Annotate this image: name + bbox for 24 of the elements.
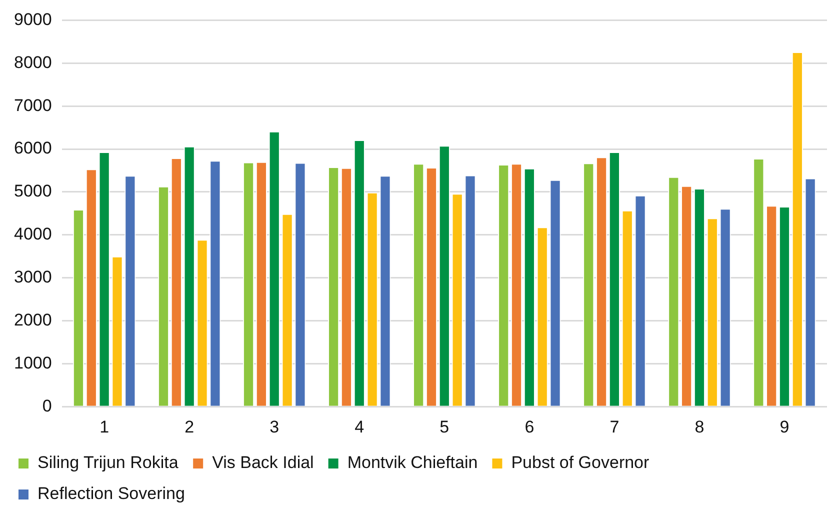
y-tick-label: 6000 bbox=[14, 138, 52, 158]
legend-label: Montvik Chieftain bbox=[347, 453, 478, 472]
y-tick-label: 2000 bbox=[14, 310, 52, 330]
x-tick-label: 2 bbox=[184, 417, 194, 436]
y-tick-label: 1000 bbox=[14, 353, 52, 372]
x-tick-label: 7 bbox=[610, 417, 620, 436]
y-tick-label: 5000 bbox=[14, 182, 52, 201]
legend-label: Siling Trijun Rokita bbox=[38, 453, 179, 472]
x-tick-label: 9 bbox=[780, 417, 790, 436]
y-tick-label: 0 bbox=[42, 396, 52, 416]
x-tick-label: 3 bbox=[270, 417, 280, 436]
x-tick-label: 5 bbox=[440, 417, 450, 436]
x-tick-label: 8 bbox=[694, 417, 704, 436]
y-tick-label: 7000 bbox=[14, 96, 52, 115]
x-tick-label: 1 bbox=[100, 417, 110, 436]
y-tick-label: 8000 bbox=[14, 52, 52, 72]
legend-label: Reflection Sovering bbox=[38, 484, 185, 504]
y-tick-label: 9000 bbox=[14, 10, 52, 29]
legend-label: Vis Back Idial bbox=[212, 453, 314, 472]
y-tick-label: 3000 bbox=[14, 267, 52, 286]
x-tick-label: 4 bbox=[354, 417, 364, 436]
x-tick-label: 6 bbox=[524, 417, 534, 436]
legend-label: Pubst of Governor bbox=[511, 453, 650, 472]
y-tick-label: 4000 bbox=[14, 224, 52, 244]
